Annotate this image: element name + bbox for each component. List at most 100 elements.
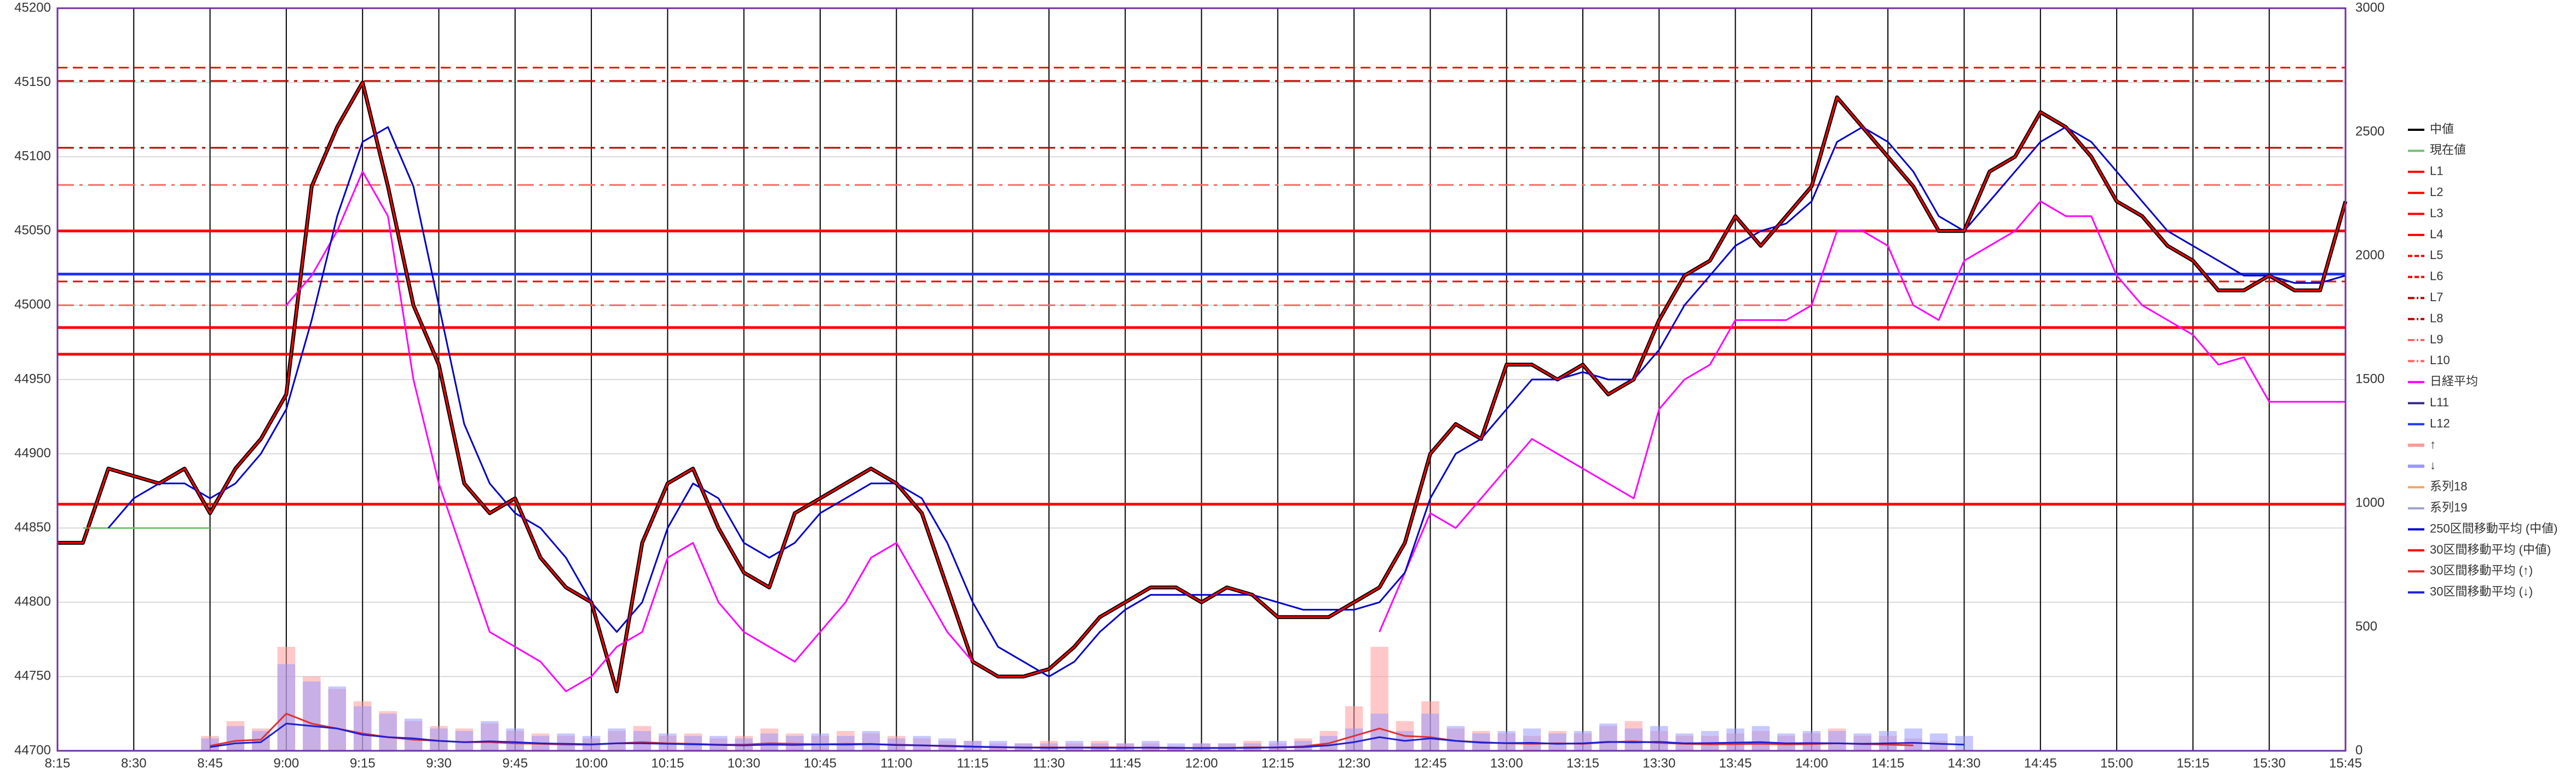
volume-bar	[1675, 733, 1693, 751]
volume-bar	[1751, 726, 1770, 751]
series-line	[57, 82, 2347, 692]
volume-bar	[1421, 714, 1439, 751]
volume-bar	[1523, 728, 1541, 751]
x-tick-label: 13:30	[1643, 756, 1675, 771]
x-tick-label: 8:45	[197, 756, 223, 771]
volume-bar	[1548, 733, 1566, 751]
volume-bar	[1624, 728, 1643, 751]
x-tick-label: 13:15	[1566, 756, 1599, 771]
series-line	[285, 170, 2346, 692]
volume-bar	[1701, 731, 1719, 751]
plot-frame	[56, 7, 2347, 752]
x-tick-label: 13:45	[1719, 756, 1752, 771]
x-tick-label: 14:00	[1795, 756, 1828, 771]
series-line	[107, 126, 2346, 677]
legend-label: 中値	[2430, 122, 2454, 136]
volume-bar	[1142, 740, 1160, 751]
volume-bar	[1065, 740, 1084, 751]
legend-label: L3	[2430, 206, 2443, 220]
volume-bar	[1853, 733, 1872, 751]
y-tick-label: 44950	[14, 371, 51, 386]
volume-bar	[1828, 731, 1846, 751]
x-tick-label: 15:45	[2329, 756, 2362, 771]
x-tick-label: 11:45	[1109, 756, 1141, 771]
volume-bar	[226, 726, 245, 751]
volume-bar	[1904, 728, 1922, 751]
volume-bar	[557, 733, 575, 751]
volume-bar	[1650, 726, 1668, 751]
x-tick-label: 15:30	[2253, 756, 2286, 771]
volume-bar	[659, 733, 677, 751]
legend-label: L11	[2430, 395, 2449, 409]
y-tick-label: 44900	[14, 446, 51, 461]
legend-label: ↑	[2430, 438, 2436, 451]
y-tick-label: 45050	[14, 223, 51, 238]
volume-bar	[1345, 728, 1363, 751]
legend-label: L1	[2430, 164, 2443, 178]
legend-label: ↓	[2430, 458, 2436, 472]
volume-bar	[277, 664, 296, 751]
legend-label: 現在値	[2430, 143, 2466, 157]
volume-bar	[404, 718, 423, 751]
legend-label: L10	[2430, 353, 2450, 367]
x-tick-label: 9:15	[350, 756, 376, 771]
x-tick-label: 9:45	[502, 756, 528, 771]
volume-bar	[201, 738, 219, 751]
x-tick-label: 8:15	[45, 756, 71, 771]
x-tick-label: 10:45	[804, 756, 837, 771]
y-tick-label: 44750	[14, 669, 51, 683]
legend-label: 30区間移動平均 (中値)	[2430, 543, 2551, 556]
volume-bar	[1929, 733, 1948, 751]
volume-bar	[862, 731, 880, 751]
volume-bar	[506, 728, 525, 751]
y-tick-label: 44850	[14, 520, 51, 535]
volume-bar	[633, 731, 652, 751]
volume-bar	[1497, 731, 1515, 751]
x-tick-label: 13:00	[1490, 756, 1523, 771]
legend-label: 30区間移動平均 (↑)	[2430, 564, 2533, 577]
legend-label: L8	[2430, 311, 2443, 325]
x-tick-label: 11:15	[956, 756, 988, 771]
volume-bar	[1447, 726, 1465, 751]
x-tick-label: 12:45	[1414, 756, 1447, 771]
legend-label: L5	[2430, 248, 2443, 262]
volume-bar	[1802, 731, 1821, 751]
x-tick-label: 8:30	[121, 756, 147, 771]
volume-bar	[710, 735, 728, 751]
legend-label: L4	[2430, 227, 2443, 241]
volume-bar	[760, 733, 779, 751]
volume-bar	[989, 740, 1007, 751]
y2-tick-label: 1000	[2355, 495, 2384, 510]
series-line	[210, 722, 1964, 749]
legend-label: 日経平均	[2430, 375, 2478, 388]
volume-bar	[1955, 735, 1973, 751]
x-tick-label: 12:15	[1261, 756, 1294, 771]
y2-tick-label: 2000	[2355, 248, 2384, 262]
x-tick-label: 14:15	[1871, 756, 1904, 771]
legend-label: 30区間移動平均 (↓)	[2430, 585, 2533, 599]
volume-bar	[328, 686, 347, 751]
volume-bar	[1370, 714, 1388, 751]
plot-area: 44700 44750 44800 44850 44900 44950 45000 45050…	[14, 0, 2384, 771]
volume-bar	[455, 731, 474, 751]
volume-bar	[1269, 740, 1287, 751]
y2-tick-label: 500	[2355, 619, 2377, 634]
legend-label: 系列19	[2430, 501, 2467, 514]
x-tick-label: 15:00	[2100, 756, 2133, 771]
legend-label: 系列18	[2430, 480, 2467, 493]
y-tick-label: 45150	[14, 74, 51, 89]
volume-bar	[1726, 728, 1744, 751]
volume-bar	[1599, 723, 1617, 751]
x-tick-label: 12:00	[1185, 756, 1218, 771]
volume-bar	[303, 681, 321, 751]
volume-bar	[608, 728, 626, 751]
x-tick-label: 9:00	[274, 756, 299, 771]
y2-tick-label: 3000	[2355, 0, 2384, 15]
y2-tick-label: 0	[2355, 743, 2362, 757]
volume-bar	[913, 735, 931, 751]
x-tick-label: 10:30	[728, 756, 760, 771]
y-tick-label: 44700	[14, 743, 51, 757]
